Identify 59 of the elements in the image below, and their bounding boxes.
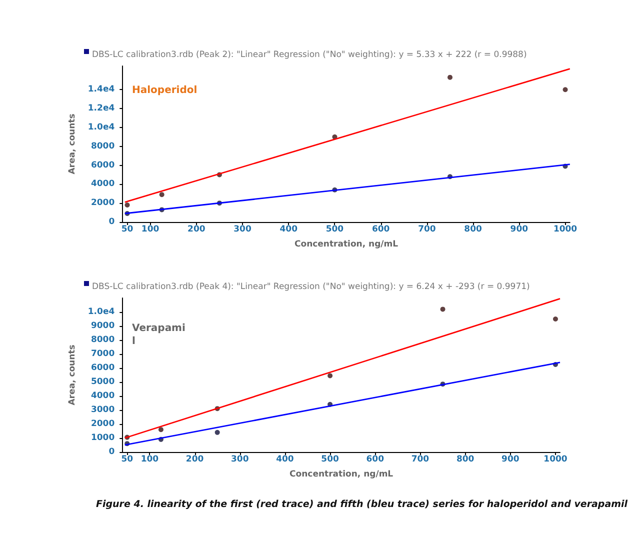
x-tick-label: 400 [276, 454, 294, 464]
x-tick-label: 200 [186, 454, 204, 464]
y-tick-label: 6000 [90, 160, 115, 170]
x-tick-label: 600 [372, 224, 390, 234]
y-tick-label: 0 [108, 447, 115, 457]
caption: Figure 4. linearity of the first (red trace) and fifth (bleu trace) series for haloperidol and verapamil [96, 498, 629, 512]
point [440, 306, 446, 312]
x-tick-label: 500 [321, 454, 339, 464]
chart-title: DBS-LC calibration3.rdb (Peak 2): "Linear" Regression ("No" weighting): y = 5.33 x + 222 (r = 0.9988) [92, 50, 527, 60]
y-tick-label: 1.0e4 [88, 307, 115, 317]
x-tick-label: 700 [418, 224, 436, 234]
y-tick-label: 2000 [90, 419, 115, 429]
annotation: Haloperidol [132, 84, 198, 97]
y-tick-label: 1.2e4 [88, 104, 115, 114]
y-tick-label: 6000 [90, 363, 115, 373]
point [124, 202, 130, 208]
x-tick-label: 800 [456, 454, 474, 464]
y-tick-label: 9000 [90, 321, 115, 331]
x-tick-label: 300 [234, 224, 252, 234]
x-tick-label: 200 [188, 224, 206, 234]
y-tick-label: 2000 [90, 198, 115, 208]
y-axis-title: Area, counts [68, 114, 78, 174]
point [214, 430, 220, 435]
y-tick-label: 7000 [90, 349, 115, 359]
y-tick-label: 4000 [90, 179, 115, 190]
y-tick-label: 8000 [90, 141, 115, 152]
x-tick-label: 600 [366, 454, 384, 464]
chart-title: DBS-LC calibration3.rdb (Peak 4): "Linear" Regression ("No" weighting): y = 6.24 x + -293 (r = 0.9971) [92, 282, 530, 292]
point [562, 87, 568, 92]
y-tick-label: 1.4e4 [88, 84, 115, 95]
x-tick-label: 100 [141, 224, 160, 234]
x-tick-label: 900 [510, 224, 528, 234]
x-axis-title: Concentration, ng/mL [290, 470, 394, 480]
point [328, 373, 333, 378]
x-tick-label: 300 [230, 454, 249, 464]
y-tick-label: 0 [108, 217, 115, 227]
x-tick-label: 500 [326, 224, 344, 234]
y-tick-label: 4000 [90, 391, 115, 401]
x-axis-title: Concentration, ng/mL [294, 240, 399, 250]
y-tick-label: 1.0e4 [88, 122, 115, 132]
x-tick-label: 50 [121, 224, 134, 234]
x-tick-label: 100 [140, 454, 159, 464]
x-tick-label: 1000 [553, 224, 578, 234]
x-tick-label: 1000 [544, 454, 568, 464]
point [552, 316, 558, 322]
y-tick-label: 1000 [90, 433, 115, 443]
point [158, 427, 164, 432]
y-tick-label: 5000 [90, 377, 115, 387]
x-tick-label: 800 [464, 224, 482, 234]
x-tick-label: 400 [280, 224, 298, 234]
y-axis-title: Area, counts [68, 344, 78, 406]
annotation: Verapami l [132, 322, 186, 348]
point [159, 192, 164, 198]
x-tick-label: 50 [121, 454, 134, 464]
y-tick-label: 8000 [90, 335, 115, 345]
y-tick-label: 3000 [90, 405, 115, 415]
point [448, 74, 452, 80]
x-tick-label: 900 [502, 454, 520, 464]
x-tick-label: 700 [411, 454, 430, 464]
